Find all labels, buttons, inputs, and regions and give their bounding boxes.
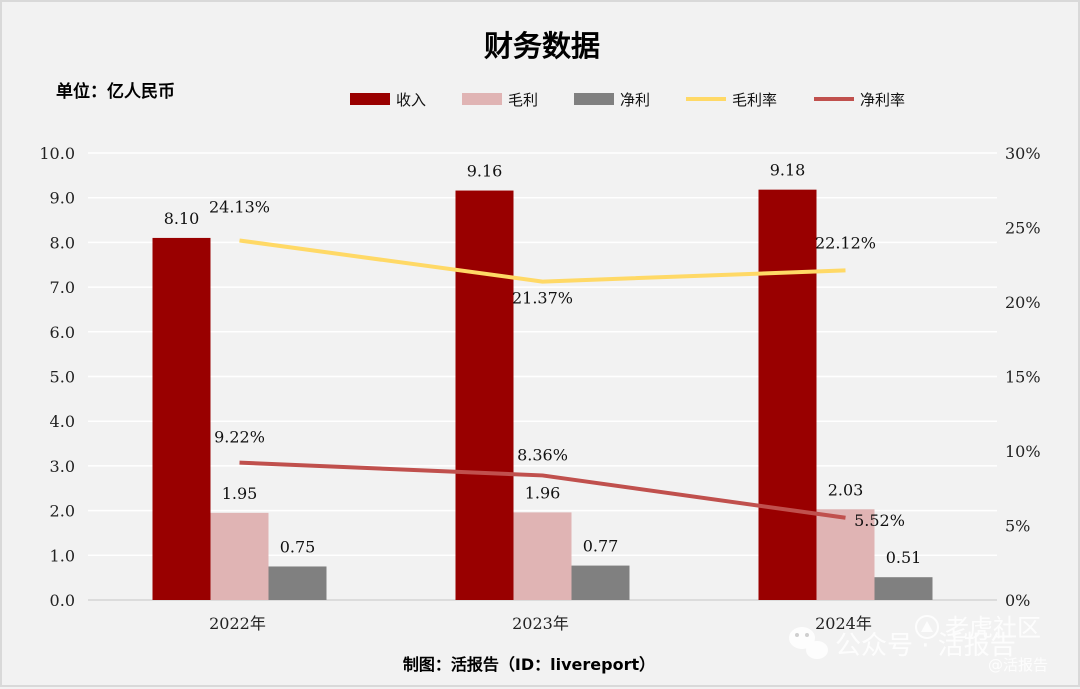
y-left-tick-label: 6.0	[50, 323, 75, 342]
line-value-label: 21.37%	[512, 289, 573, 308]
bar-value-label: 2.03	[828, 480, 864, 499]
bar-净利-2023年	[571, 565, 630, 600]
y-left-tick-label: 0.0	[50, 591, 75, 610]
line-series	[239, 238, 846, 520]
y-right-tick-label: 15%	[1005, 368, 1041, 387]
y-right-tick-label: 20%	[1005, 293, 1041, 312]
legend-swatch-收入	[350, 93, 390, 105]
legend-label: 毛利	[508, 91, 538, 109]
bar-收入-2022年	[152, 237, 211, 600]
line-value-label: 9.22%	[214, 428, 265, 447]
line-毛利率	[239, 238, 846, 284]
tiger-logo-icon	[915, 615, 939, 639]
bar-value-label: 1.96	[525, 483, 561, 502]
bar-净利-2022年	[268, 566, 327, 600]
line-净利率	[239, 460, 846, 520]
y-right-tick-label: 25%	[1005, 219, 1041, 238]
bar-毛利-2024年	[816, 509, 875, 600]
y-right-tick-label: 0%	[1005, 591, 1030, 610]
credit-text: 制图：活报告（ID：livereport）	[403, 655, 655, 674]
bar-value-label: 0.75	[280, 537, 316, 556]
watermark: 公众号 · 活报告 老虎社区 @活报告	[789, 614, 1048, 674]
bar-净利-2024年	[874, 577, 933, 600]
y-right-tick-label: 10%	[1005, 442, 1041, 461]
y-right-tick-label: 5%	[1005, 517, 1030, 536]
bar-毛利-2023年	[513, 512, 572, 600]
y-left-tick-label: 8.0	[50, 233, 75, 252]
y-right-tick-label: 30%	[1005, 144, 1041, 163]
bar-毛利-2022年	[210, 512, 269, 600]
legend-label: 净利率	[860, 91, 905, 109]
wechat-icon	[789, 627, 828, 659]
bar-收入-2023年	[455, 190, 514, 600]
bar-value-label: 0.77	[583, 537, 619, 556]
bar-value-label: 8.10	[164, 209, 200, 228]
watermark-handle: @活报告	[988, 656, 1048, 674]
legend-swatch-净利	[574, 93, 614, 105]
legend: 收入 毛利 净利 毛利率 净利率	[350, 91, 905, 109]
watermark-site: 老虎社区	[945, 614, 1041, 642]
bar-value-label: 9.18	[770, 161, 806, 180]
y-left-tick-label: 3.0	[50, 457, 75, 476]
x-tick-label: 2022年	[209, 614, 266, 633]
watermark-source: 公众号 · 活报告	[835, 631, 1016, 661]
line-value-label: 24.13%	[209, 197, 270, 216]
y-left-tick-label: 5.0	[50, 368, 75, 387]
line-value-label: 8.36%	[517, 445, 568, 464]
y-left-tick-label: 1.0	[50, 546, 75, 565]
unit-label: 单位：亿人民币	[56, 81, 175, 102]
bar-series	[152, 189, 933, 601]
y-left-tick-label: 10.0	[39, 144, 75, 163]
y-axis-left: 0.0 1.0 2.0 3.0 4.0 5.0 6.0 7.0 8.0 9.0 10.0	[39, 144, 75, 610]
x-tick-label: 2024年	[815, 614, 872, 633]
line-value-label: 22.12%	[815, 233, 876, 252]
bar-收入-2024年	[758, 189, 817, 601]
data-labels: 8.10 9.16 9.18 1.95 1.96 2.03 0.75 0.77 0.51 24.1…	[164, 161, 922, 568]
y-left-tick-label: 2.0	[50, 502, 75, 521]
bar-value-label: 9.16	[467, 162, 503, 181]
line-value-label: 5.52%	[854, 511, 905, 530]
bar-value-label: 1.95	[222, 484, 258, 503]
y-left-tick-label: 9.0	[50, 189, 75, 208]
chart-title: 财务数据	[484, 29, 600, 63]
legend-label: 净利	[620, 91, 650, 109]
y-left-tick-label: 7.0	[50, 278, 75, 297]
x-axis: 2022年 2023年 2024年	[209, 614, 872, 633]
legend-swatch-毛利	[462, 93, 502, 105]
legend-label: 收入	[396, 91, 426, 109]
y-left-tick-label: 4.0	[50, 412, 75, 431]
bar-value-label: 0.51	[886, 548, 922, 567]
x-tick-label: 2023年	[512, 614, 569, 633]
y-axis-right: 0% 5% 10% 15% 20% 25% 30%	[1005, 144, 1041, 610]
legend-label: 毛利率	[732, 91, 777, 109]
